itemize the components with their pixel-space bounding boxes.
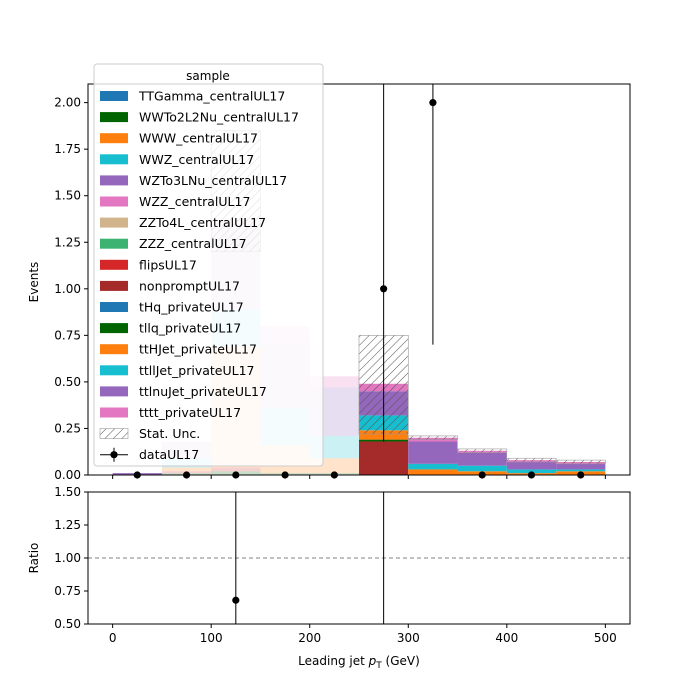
data-point-6 — [429, 99, 437, 107]
legend-swatch-WWW_centralUL17 — [100, 133, 128, 144]
legend-swatch-flipsUL17 — [100, 259, 128, 270]
y-axis-label-ratio: Ratio — [27, 543, 41, 574]
legend-label-WWTo2L2Nu_centralUL17: WWTo2L2Nu_centralUL17 — [139, 110, 299, 125]
legend-label-WZZ_centralUL17: WZZ_centralUL17 — [139, 194, 250, 209]
legend-swatch-WWTo2L2Nu_centralUL17 — [100, 112, 128, 123]
legend-label-ZZZ_centralUL17: ZZZ_centralUL17 — [139, 236, 247, 251]
y-tick-label-ratio-0: 0.50 — [54, 617, 81, 631]
bar-ttllJet_privateUL17-bin-7 — [457, 465, 507, 472]
legend-label-WWW_centralUL17: WWW_centralUL17 — [139, 131, 258, 146]
legend-swatch-TTGamma_centralUL17 — [100, 91, 128, 101]
bar-nonpromptUL17-bin-5 — [359, 441, 409, 475]
legend-swatch-tttt_privateUL17 — [100, 407, 128, 418]
legend-label-tttt_privateUL17: tttt_privateUL17 — [139, 405, 241, 420]
bar-flipsUL17-bin-2 — [211, 467, 261, 472]
legend-label-WZTo3LNu_centralUL17: WZTo3LNu_centralUL17 — [139, 173, 287, 188]
x-tick-label-2: 200 — [298, 631, 321, 645]
y-tick-label-main-8: 2.00 — [54, 96, 81, 110]
legend-label-ttHJet_privateUL17: ttHJet_privateUL17 — [139, 342, 257, 357]
y-tick-label-ratio-3: 1.25 — [54, 518, 81, 532]
legend-swatch-ttHJet_privateUL17 — [100, 344, 128, 355]
legend-swatch-ZZTo4L_centralUL17 — [100, 217, 128, 228]
x-tick-label-1: 100 — [200, 631, 223, 645]
legend-label-ttlnuJet_privateUL17: ttlnuJet_privateUL17 — [139, 384, 267, 399]
bar-ttlnuJet_privateUL17-bin-6 — [408, 441, 458, 464]
x-tick-label-5: 500 — [594, 631, 617, 645]
x-axis-label: Leading jet pT (GeV) — [298, 654, 420, 671]
data-point-5 — [380, 285, 388, 293]
legend-swatch-ttllJet_privateUL17 — [100, 365, 128, 376]
legend-swatch-ttlnuJet_privateUL17 — [100, 386, 128, 397]
legend-swatch-nonpromptUL17 — [100, 280, 128, 291]
bar-tttt_privateUL17-bin-4 — [309, 376, 359, 388]
x-tick-label-3: 300 — [397, 631, 420, 645]
y-axis-label-main: Events — [27, 262, 41, 303]
legend-label-WWZ_centralUL17: WWZ_centralUL17 — [139, 152, 254, 167]
y-tick-label-main-5: 1.25 — [54, 235, 81, 249]
legend: sample TTGamma_centralUL17 WWTo2L2Nu_centr… — [93, 63, 324, 467]
legend-swatch-tllq_privateUL17 — [100, 323, 128, 334]
bar-ttlnuJet_privateUL17-bin-8 — [506, 461, 557, 470]
legend-label-tHq_privateUL17: tHq_privateUL17 — [139, 300, 244, 315]
y-tick-label-main-6: 1.50 — [54, 189, 81, 203]
legend-label-tllq_privateUL17: tllq_privateUL17 — [139, 321, 241, 336]
y-tick-label-main-7: 1.75 — [54, 142, 81, 156]
bar-ttllJet_privateUL17-bin-6 — [408, 463, 458, 470]
ratio-plot-area: 0.50 0.75 1.00 1.25 1.50 0 100 200 300 400 500 — [54, 485, 631, 645]
legend-swatch-WZZ_centralUL17 — [100, 196, 128, 207]
ratio-point-0 — [232, 596, 240, 604]
stat-unc-bin-7 — [457, 448, 508, 453]
main-axes-frame — [87, 83, 631, 476]
legend-title: sample — [186, 69, 230, 83]
bar-ttllJet_privateUL17-bin-9 — [556, 469, 606, 472]
x-tick-label-4: 400 — [495, 631, 518, 645]
legend-swatch-tHq_privateUL17 — [100, 302, 128, 312]
legend-swatch-WWZ_centralUL17 — [100, 154, 128, 165]
ratio-axes-frame — [87, 491, 631, 625]
legend-label-stat-unc: Stat. Unc. — [139, 426, 200, 441]
legend-label-TTGamma_centralUL17: TTGamma_centralUL17 — [138, 89, 285, 104]
y-tick-label-main-1: 0.25 — [54, 421, 81, 435]
bar-ttllJet_privateUL17-bin-8 — [506, 469, 557, 474]
legend-label-nonpromptUL17: nonpromptUL17 — [139, 278, 240, 293]
legend-box — [93, 63, 324, 467]
legend-data-marker — [110, 451, 118, 459]
legend-label-ttllJet_privateUL17: ttllJet_privateUL17 — [139, 363, 255, 378]
y-tick-label-ratio-2: 1.00 — [54, 551, 81, 565]
y-tick-label-ratio-4: 1.50 — [54, 485, 81, 499]
x-tick-label-0: 0 — [109, 631, 117, 645]
y-tick-label-main-4: 1.00 — [54, 282, 81, 296]
stat-unc-bin-9 — [555, 459, 606, 465]
y-tick-label-main-0: 0.00 — [54, 468, 81, 482]
bar-ttlnuJet_privateUL17-bin-9 — [556, 463, 606, 470]
x-axis-label-text: Leading jet pT (GeV) — [298, 654, 420, 671]
y-tick-label-main-2: 0.50 — [54, 375, 81, 389]
legend-label-flipsUL17: flipsUL17 — [139, 257, 197, 272]
legend-swatch-WZTo3LNu_centralUL17 — [100, 175, 128, 186]
legend-swatch-stat-unc — [99, 428, 129, 439]
bar-ttlnuJet_privateUL17-bin-7 — [457, 452, 507, 466]
y-tick-label-ratio-1: 0.75 — [54, 584, 81, 598]
bar-ttHJet_privateUL17-bin-6 — [408, 469, 458, 475]
legend-label-data: dataUL17 — [139, 447, 199, 462]
legend-swatch-ZZZ_centralUL17 — [100, 238, 128, 249]
y-tick-label-main-3: 0.75 — [54, 328, 81, 342]
bar-ttHJet_privateUL17-bin-1 — [161, 467, 212, 472]
legend-label-ZZTo4L_centralUL17: ZZTo4L_centralUL17 — [139, 215, 266, 230]
stat-unc-bin-8 — [506, 457, 557, 463]
stat-unc-bin-6 — [407, 435, 458, 440]
